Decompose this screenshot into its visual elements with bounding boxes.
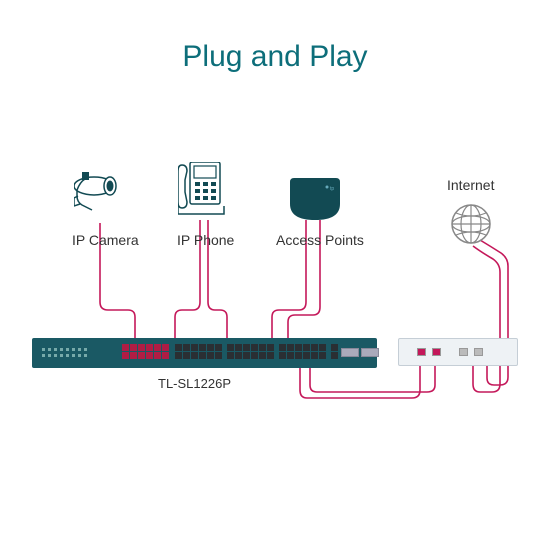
router-port <box>474 348 483 356</box>
switch-ports <box>122 344 381 362</box>
router-device <box>398 338 518 366</box>
access-point-icon: tp <box>286 178 344 220</box>
ip-camera-label: IP Camera <box>72 232 139 248</box>
cables-layer <box>0 0 550 550</box>
switch-left-panel <box>32 338 117 368</box>
switch-model-label: TL-SL1226P <box>158 376 231 391</box>
ip-phone-label: IP Phone <box>177 232 234 248</box>
page-title: Plug and Play <box>0 0 550 74</box>
network-switch <box>32 338 377 368</box>
svg-text:tp: tp <box>330 186 334 192</box>
switch-led-grid <box>42 348 88 358</box>
ip-camera-icon <box>74 172 132 222</box>
router-port <box>459 348 468 356</box>
access-point-label: Access Points <box>276 232 364 248</box>
globe-icon <box>450 203 492 245</box>
internet-label: Internet <box>447 177 494 193</box>
ip-phone-icon <box>178 162 226 218</box>
router-port <box>432 348 441 356</box>
router-port <box>417 348 426 356</box>
